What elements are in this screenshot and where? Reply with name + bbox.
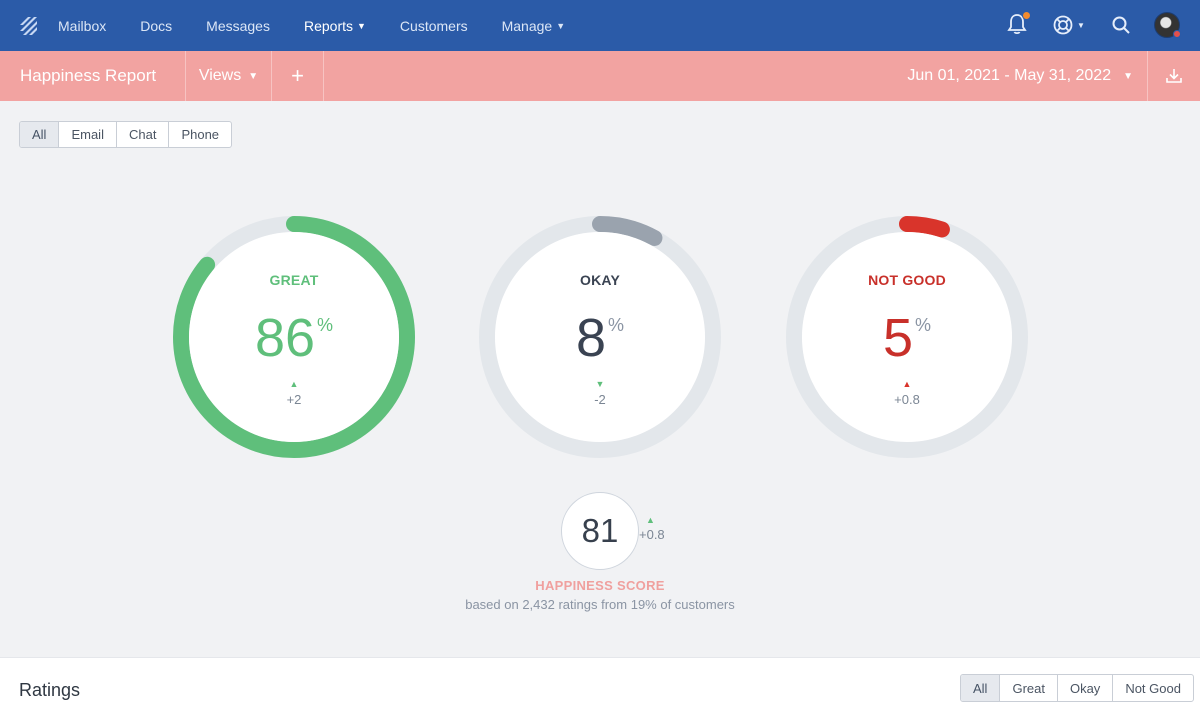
great-value: 86% [254, 308, 334, 368]
avatar[interactable] [1154, 12, 1181, 38]
top-navigation: Mailbox Docs Messages Reports ▼ Customers… [0, 0, 1200, 51]
status-dot [1173, 30, 1181, 38]
chevron-down-icon: ▼ [1123, 70, 1133, 82]
great-delta: +2 [286, 392, 302, 407]
filter-chat[interactable]: Chat [117, 122, 170, 147]
chevron-down-icon: ▼ [357, 21, 366, 31]
views-dropdown[interactable]: Views ▼ [186, 51, 272, 101]
lifebuoy-icon[interactable]: ▼ [1052, 14, 1085, 36]
nav-manage[interactable]: Manage ▼ [501, 17, 566, 34]
ratings-filter-not-good[interactable]: Not Good [1125, 680, 1181, 696]
happiness-score-label: HAPPINESS SCORE [535, 578, 665, 593]
chevron-down-icon: ▼ [1077, 20, 1085, 30]
not-good-progress-arc [786, 216, 1028, 458]
great-label: GREAT [269, 272, 319, 288]
great-metric: GREAT 86% ▲ +2 [172, 215, 416, 459]
download-button[interactable] [1147, 51, 1200, 101]
not-good-value: 5% [882, 308, 932, 368]
happiness-score-value: 81 [561, 492, 639, 570]
channel-filter: All Email Chat Phone [19, 121, 233, 148]
bell-icon[interactable] [1007, 11, 1031, 35]
ratings-filter: All Great Okay Not Good [960, 674, 1194, 702]
okay-label: OKAY [580, 272, 620, 288]
date-range-picker[interactable]: Jun 01, 2021 - May 31, 2022 ▼ [907, 67, 1133, 84]
helpscout-logo-icon[interactable] [0, 0, 58, 51]
add-report-button[interactable]: + [272, 51, 324, 101]
filter-all[interactable]: All [20, 122, 60, 147]
report-header: Happiness Report Views ▼ + Jun 01, 2021 … [0, 51, 1200, 101]
happiness-score-delta: +0.8 [639, 527, 665, 542]
filter-phone[interactable]: Phone [181, 127, 220, 142]
search-icon[interactable] [1111, 15, 1131, 35]
nav-docs[interactable]: Docs [140, 17, 173, 34]
ratings-filter-okay[interactable]: Okay [1058, 675, 1114, 701]
notification-dot [1022, 11, 1031, 20]
okay-metric: OKAY 8% ▼ -2 [478, 215, 722, 459]
happiness-score-subtitle: based on 2,432 ratings from 19% of custo… [465, 597, 735, 612]
okay-progress-arc [479, 216, 721, 458]
okay-delta: -2 [594, 392, 606, 407]
filter-email[interactable]: Email [59, 122, 117, 147]
okay-value: 8% [575, 308, 625, 368]
trend-up-icon: ▲ [646, 515, 655, 525]
trend-up-icon: ▲ [289, 379, 299, 389]
trend-up-icon: ▲ [902, 379, 912, 389]
ratings-filter-all[interactable]: All [961, 675, 1001, 701]
not-good-label: NOT GOOD [868, 272, 946, 288]
chevron-down-icon: ▼ [248, 70, 259, 82]
trend-down-icon: ▼ [595, 379, 605, 389]
nav-customers[interactable]: Customers [399, 17, 468, 34]
not-good-metric: NOT GOOD 5% ▲ +0.8 [785, 215, 1029, 459]
great-progress-arc [173, 216, 415, 458]
nav-messages[interactable]: Messages [206, 17, 270, 34]
download-icon [1166, 69, 1182, 83]
not-good-delta: +0.8 [894, 392, 920, 407]
chevron-down-icon: ▼ [556, 21, 566, 31]
ratings-filter-great[interactable]: Great [1000, 675, 1058, 701]
page-title: Happiness Report [0, 51, 186, 101]
ratings-title: Ratings [19, 680, 81, 700]
nav-mailbox[interactable]: Mailbox [58, 17, 107, 34]
nav-reports[interactable]: Reports ▼ [303, 17, 366, 34]
